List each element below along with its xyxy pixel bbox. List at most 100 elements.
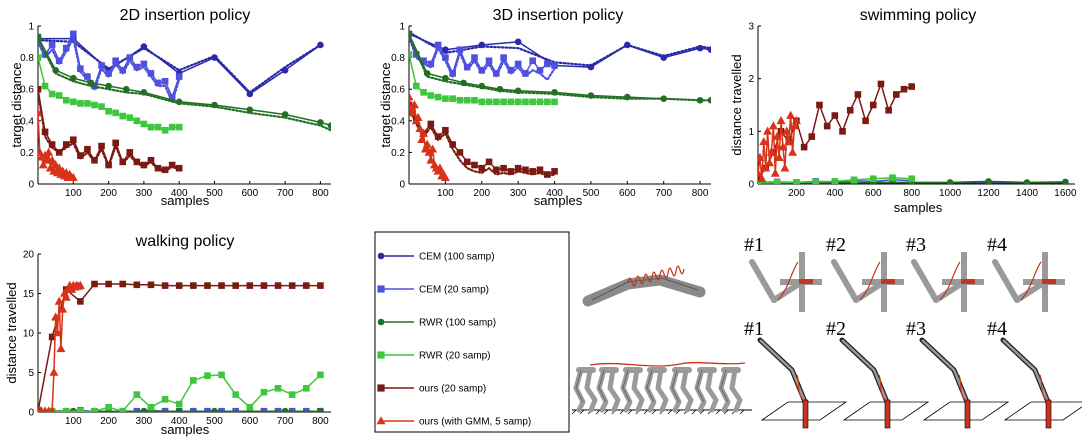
data-point <box>70 30 77 38</box>
data-point <box>218 371 225 379</box>
data-point <box>543 98 551 106</box>
walker-leg <box>729 367 743 413</box>
data-point <box>500 98 507 106</box>
data-point <box>119 112 127 120</box>
walker-frame <box>694 367 719 413</box>
data-point <box>412 82 420 90</box>
legend-label: RWR (100 samp) <box>419 318 496 329</box>
x-tick-labels: 200 400 600 800 1000 1200 1400 1600 <box>788 188 1077 199</box>
arm-3d: #1 <box>744 318 848 429</box>
data-point <box>140 60 148 68</box>
data-point <box>434 41 442 49</box>
walker-leg <box>607 367 621 413</box>
data-point <box>862 117 869 125</box>
data-point <box>161 407 169 412</box>
data-point <box>133 117 141 125</box>
data-point <box>900 85 908 93</box>
data-point <box>409 92 414 101</box>
data-point <box>84 73 91 80</box>
data-point <box>68 172 78 181</box>
x-axis-label: samples <box>894 200 943 215</box>
walker-outline <box>646 369 655 403</box>
y-tick-label: 0 <box>399 180 405 191</box>
data-point <box>62 407 70 412</box>
series-line-rwr100-dotted <box>38 37 331 132</box>
data-point <box>161 396 169 403</box>
data-point <box>77 100 84 107</box>
data-point <box>119 66 127 74</box>
data-point <box>529 168 537 175</box>
y-tick-label: 0.6 <box>391 85 405 96</box>
data-point <box>133 158 141 166</box>
series-layer <box>38 280 324 412</box>
data-point <box>758 173 767 183</box>
data-point <box>763 126 773 135</box>
data-point <box>168 161 176 169</box>
y-tick-label: 0 <box>748 180 754 191</box>
data-point <box>485 57 493 65</box>
data-point <box>831 178 839 184</box>
data-point <box>784 137 794 146</box>
arm-trajectory <box>1020 261 1042 301</box>
data-point <box>493 166 500 174</box>
data-point <box>456 46 464 53</box>
arm-link <box>839 337 890 405</box>
data-point <box>773 179 781 184</box>
y-tick-label: 0 <box>28 408 34 419</box>
y-axis-label: distance travelled <box>729 54 744 155</box>
data-point <box>780 163 790 172</box>
x-tick-label: 1400 <box>1016 188 1039 199</box>
data-point <box>190 407 197 412</box>
data-point <box>105 280 112 288</box>
data-point <box>327 122 331 129</box>
series-line-ours20-dotted <box>409 107 556 178</box>
walker-frames <box>573 367 743 413</box>
y-tick-label: 2 <box>748 74 754 85</box>
data-point <box>232 282 239 289</box>
series-line-cem100 <box>409 33 711 68</box>
walker-outline <box>575 369 584 403</box>
data-point <box>426 155 436 164</box>
y-axis-label: target distance <box>9 62 24 147</box>
legend-box <box>374 231 570 433</box>
data-point <box>98 103 105 110</box>
data-point <box>38 85 42 93</box>
x-axis-label: samples <box>534 193 583 208</box>
data-point <box>463 96 471 104</box>
x-axis-label: samples <box>161 193 210 208</box>
x-tick-label: 200 <box>788 188 805 199</box>
arm-trajectory <box>796 374 806 403</box>
arm-2d: #3 <box>906 234 984 312</box>
walker-outline <box>720 369 729 403</box>
data-point <box>908 175 915 183</box>
data-point <box>246 106 254 114</box>
data-point <box>507 98 515 106</box>
data-point <box>551 168 558 175</box>
data-point <box>218 282 225 289</box>
x-tick-label: 800 <box>312 416 329 427</box>
arm-link-highlight <box>921 339 969 403</box>
data-point <box>419 128 429 137</box>
data-point <box>377 318 385 326</box>
data-point <box>536 166 544 174</box>
data-point <box>765 158 775 167</box>
data-point <box>869 101 877 109</box>
data-point <box>119 407 127 412</box>
series-line-cem100-dotted <box>38 39 322 94</box>
x-tick-label: 600 <box>241 416 258 427</box>
data-point <box>126 149 134 156</box>
data-point <box>790 121 800 130</box>
y-tick-label: 0.8 <box>391 53 405 64</box>
walker-outline <box>696 369 705 403</box>
arm-link <box>771 279 805 303</box>
swimmer-body <box>582 274 706 307</box>
walker-leg <box>584 367 598 413</box>
data-point <box>377 351 385 359</box>
x-tick-label: 1600 <box>1054 188 1077 199</box>
data-point <box>105 70 112 77</box>
data-point <box>126 114 134 121</box>
data-point <box>154 79 162 87</box>
data-point <box>428 144 438 153</box>
data-point <box>147 281 155 289</box>
data-point <box>758 152 765 161</box>
